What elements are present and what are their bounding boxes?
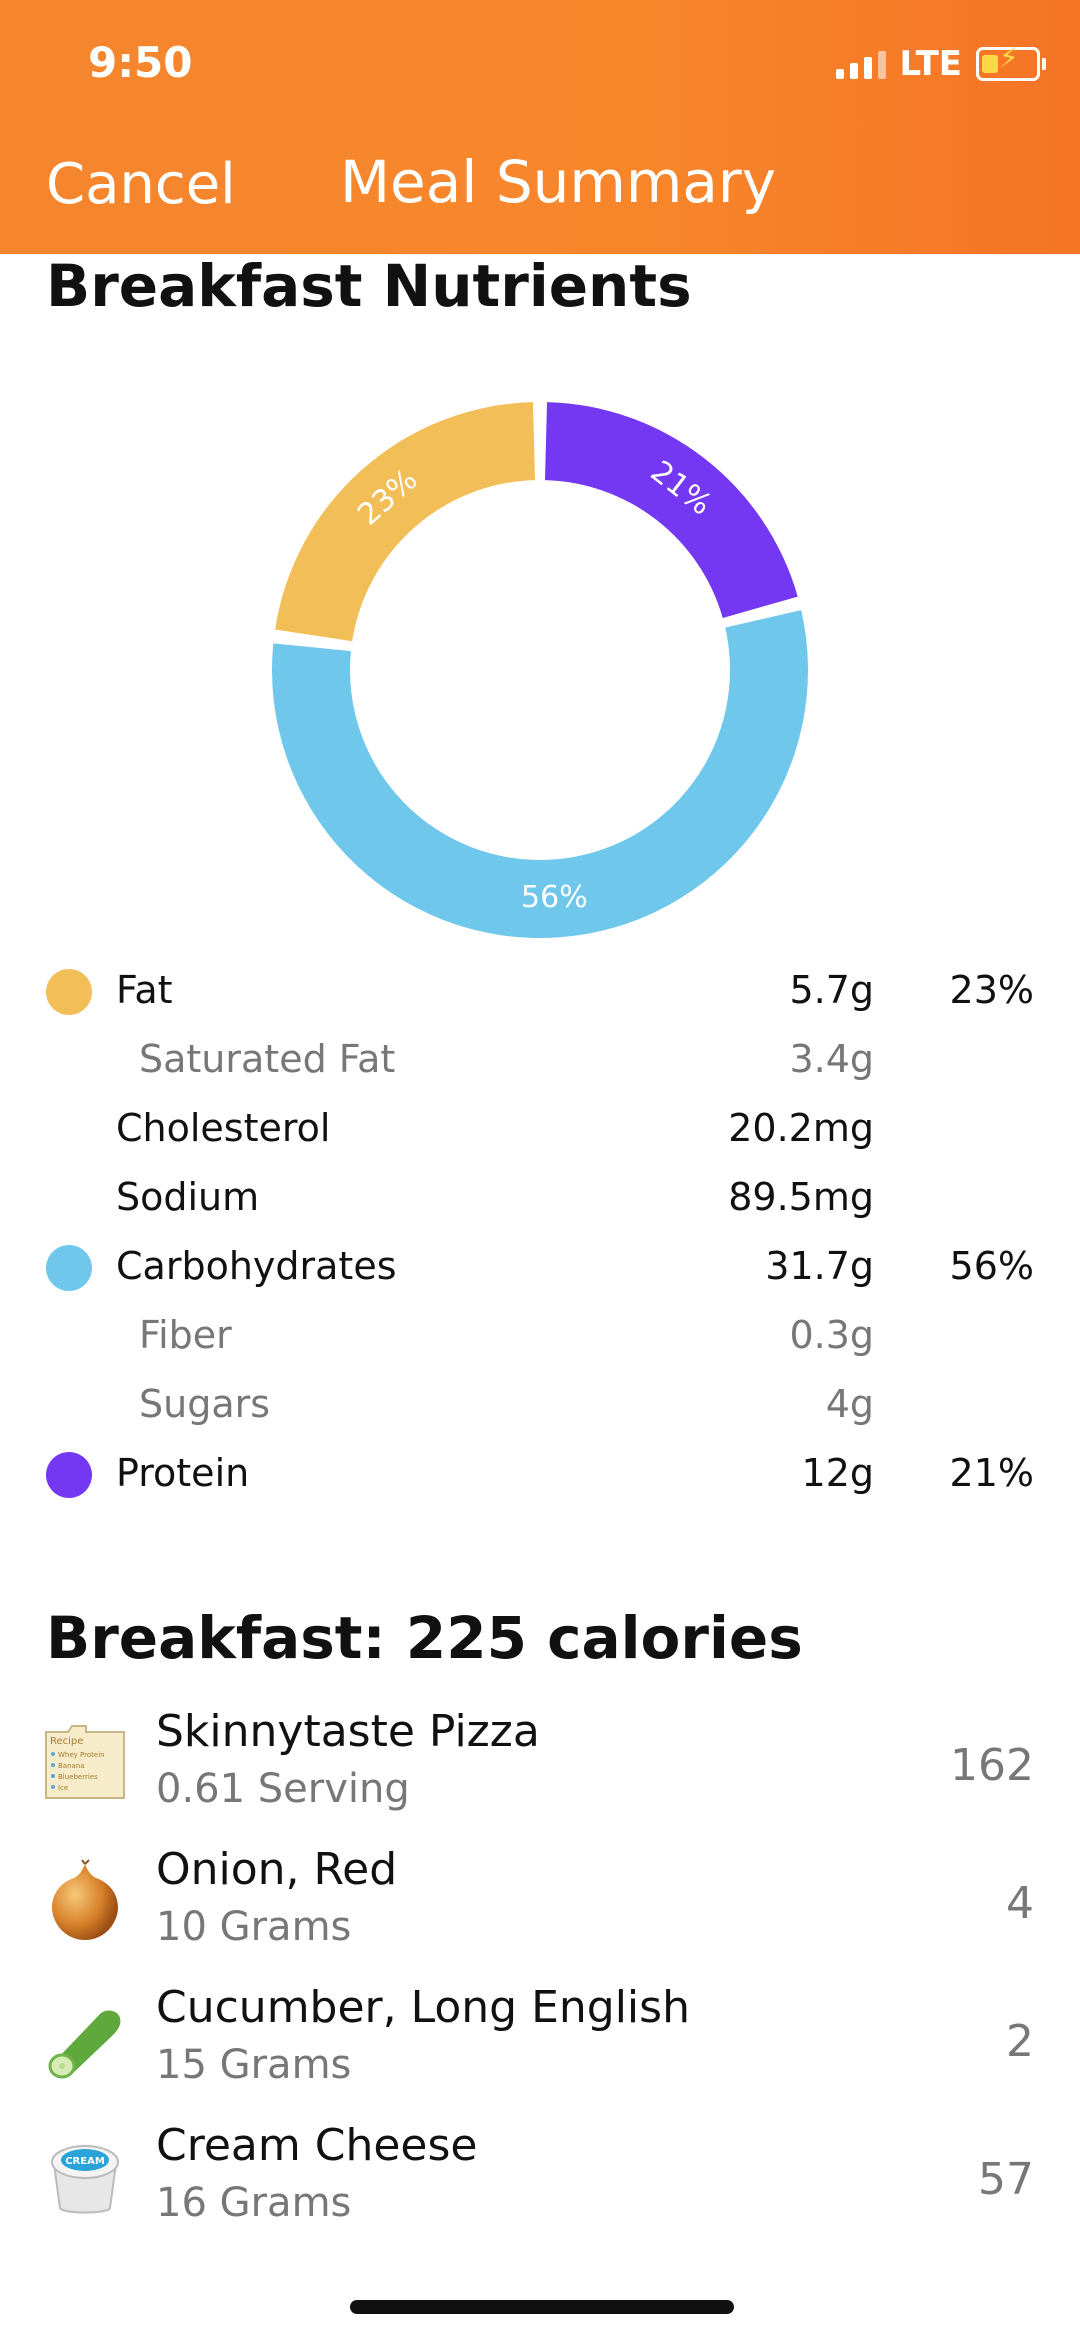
nutrients-title: Breakfast Nutrients (46, 252, 692, 320)
svg-text:CREAM: CREAM (65, 2156, 105, 2167)
nutrient-label: Fat (116, 968, 173, 1012)
food-calories: 2 (1006, 2016, 1034, 2067)
svg-text:Whey Protein: Whey Protein (58, 1751, 105, 1759)
food-amount: 10 Grams (156, 1904, 352, 1950)
meal-title: Breakfast: 225 calories (46, 1604, 803, 1672)
nutrient-row-sugars: Sugars 4g (0, 1374, 1080, 1444)
svg-text:Blueberries: Blueberries (58, 1773, 98, 1781)
nutrient-percent: 21% (949, 1451, 1034, 1495)
battery-icon: ⚡ (976, 44, 1046, 81)
home-indicator[interactable] (350, 2300, 734, 2314)
food-item-cream-cheese[interactable]: CREAM Cream Cheese 16 Grams 57 (0, 2114, 1080, 2252)
nutrient-label: Carbohydrates (116, 1244, 397, 1288)
carbs-legend-dot (46, 1245, 92, 1291)
cucumber-icon (48, 2010, 121, 2079)
nutrient-row-fiber: Fiber 0.3g (0, 1305, 1080, 1375)
nutrient-value: 89.5mg (728, 1175, 874, 1219)
chart-label-carbohydrates: 56% (521, 880, 588, 915)
food-name: Skinnytaste Pizza (156, 1706, 540, 1757)
food-name: Onion, Red (156, 1844, 398, 1895)
food-amount: 16 Grams (156, 2180, 352, 2226)
status-time: 9:50 (88, 38, 193, 87)
nutrient-value: 20.2mg (728, 1106, 874, 1150)
nutrient-value: 3.4g (789, 1037, 874, 1081)
header-bar: 9:50 LTE ⚡ Cancel Meal Summary (0, 0, 1080, 254)
food-item-cucumber[interactable]: Cucumber, Long English 15 Grams 2 (0, 1976, 1080, 2114)
nutrient-value: 5.7g (789, 968, 874, 1012)
nutrient-row-cholesterol: Cholesterol 20.2mg (0, 1098, 1080, 1168)
nutrient-row-protein: Protein 12g 21% (0, 1443, 1080, 1513)
chart-segment-carbohydrates (272, 610, 808, 938)
nutrient-label: Fiber (139, 1313, 232, 1357)
nutrient-label: Cholesterol (116, 1106, 331, 1150)
food-calories: 162 (950, 1740, 1034, 1791)
nutrient-value: 12g (801, 1451, 874, 1495)
protein-legend-dot (46, 1452, 92, 1498)
nutrient-row-carbohydrates: Carbohydrates 31.7g 56% (0, 1236, 1080, 1306)
nutrient-row-saturated-fat: Saturated Fat 3.4g (0, 1029, 1080, 1099)
recipe-card-icon: Recipe Whey Protein Banana Blueberries I… (45, 1725, 125, 1799)
nutrient-label: Saturated Fat (139, 1037, 396, 1081)
nutrient-label: Protein (116, 1451, 250, 1495)
food-item-onion-red[interactable]: Onion, Red 10 Grams 4 (0, 1838, 1080, 1976)
svg-text:Recipe: Recipe (50, 1736, 83, 1747)
food-amount: 15 Grams (156, 2042, 352, 2088)
signal-icon (835, 49, 886, 79)
nutrient-percent: 23% (949, 968, 1034, 1012)
nutrient-donut-chart: 21% 56% 23% (272, 402, 808, 938)
food-name: Cucumber, Long English (156, 1982, 690, 2033)
food-calories: 57 (978, 2154, 1034, 2205)
svg-text:Ice: Ice (58, 1784, 68, 1792)
svg-text:Banana: Banana (58, 1762, 85, 1770)
nutrient-value: 0.3g (789, 1313, 874, 1357)
nutrient-value: 4g (825, 1382, 874, 1426)
onion-icon (52, 1859, 118, 1940)
nutrient-label: Sodium (116, 1175, 260, 1219)
nutrient-percent: 56% (949, 1244, 1034, 1288)
status-indicators: LTE ⚡ (835, 44, 1046, 84)
fat-legend-dot (46, 969, 92, 1015)
food-item-skinnytaste-pizza[interactable]: Recipe Whey Protein Banana Blueberries I… (0, 1700, 1080, 1838)
chart-segment-fat (275, 402, 536, 642)
network-label: LTE (899, 44, 962, 84)
food-calories: 4 (1006, 1878, 1034, 1929)
cream-cheese-icon: CREAM (51, 2145, 119, 2214)
nutrient-row-sodium: Sodium 89.5mg (0, 1167, 1080, 1237)
chart-segment-protein (544, 402, 798, 618)
nutrient-value: 31.7g (765, 1244, 874, 1288)
nutrient-row-fat: Fat 5.7g 23% (0, 960, 1080, 1030)
cancel-button[interactable]: Cancel (46, 152, 236, 217)
food-amount: 0.61 Serving (156, 1766, 410, 1812)
page-title: Meal Summary (340, 148, 777, 216)
food-name: Cream Cheese (156, 2120, 478, 2171)
nutrient-label: Sugars (139, 1382, 271, 1426)
